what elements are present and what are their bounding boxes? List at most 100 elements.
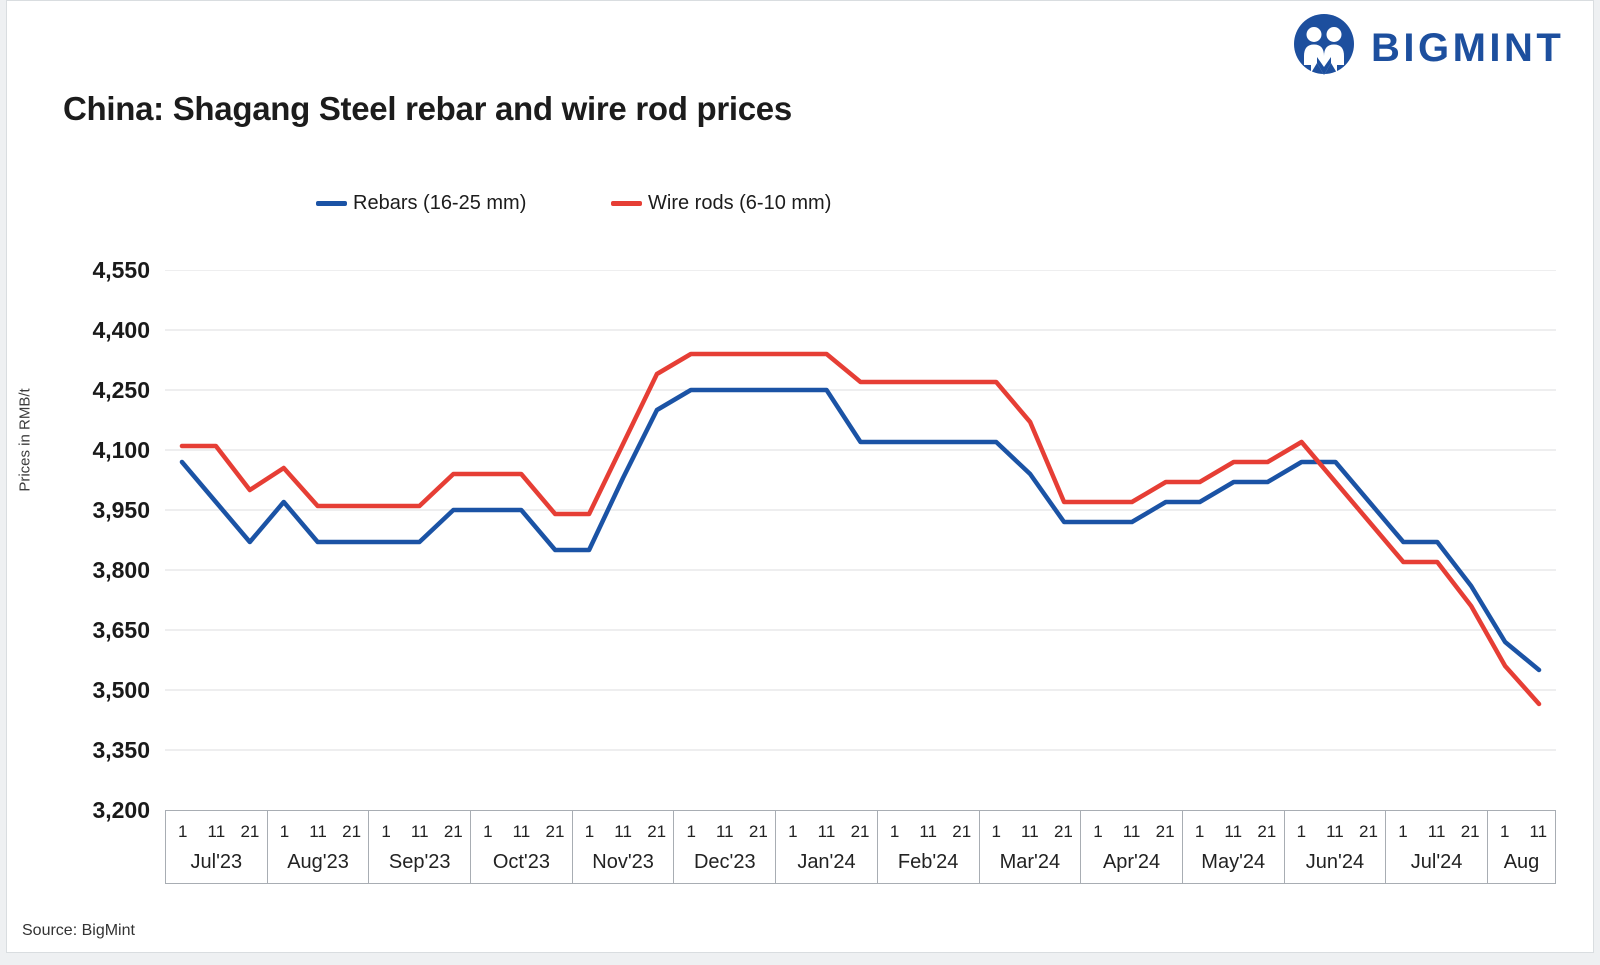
y-axis-label: 3,200	[92, 797, 150, 823]
y-axis-label: 4,100	[92, 437, 150, 463]
x-tick-label: 1	[381, 822, 391, 841]
x-tick-label: 1	[1499, 822, 1510, 841]
tick-row: 1 11 21	[1081, 811, 1182, 847]
month-label: Apr'24	[1102, 851, 1161, 873]
tick-row: 1 11 21	[471, 811, 572, 847]
tick-row: 1 11 21	[369, 811, 470, 847]
brand-logo: BIGMINT	[1293, 14, 1564, 80]
month-label: Oct'23	[492, 851, 550, 873]
x-tick-label: 11	[1427, 822, 1446, 841]
chart-title: China: Shagang Steel rebar and wire rod …	[63, 90, 792, 127]
month-label: Jul'24	[1410, 851, 1463, 873]
x-tick-label: 21	[1053, 822, 1073, 841]
y-axis-label: 3,650	[92, 617, 150, 643]
month-label: Sep'23	[388, 851, 451, 873]
x-tick-label: 11	[410, 822, 429, 841]
x-tick-label: 11	[1122, 822, 1141, 841]
tick-row: 1 11 21	[1386, 811, 1487, 847]
tick-row: 1 11 21	[980, 811, 1081, 847]
x-tick-label: 21	[1460, 822, 1480, 841]
tick-row: 1 11 21	[268, 811, 369, 847]
x-tick-label: 1	[584, 822, 595, 841]
month-cell: 1 11 21 Jul'23	[166, 811, 268, 883]
month-cell: 1 11 21 Aug'23	[268, 811, 370, 883]
x-tick-label: 21	[240, 822, 260, 841]
month-label: Aug	[1503, 851, 1540, 873]
x-tick-label: 21	[1359, 822, 1378, 841]
x-tick-label: 1	[1398, 822, 1408, 841]
rebars-line	[179, 387, 1542, 673]
y-axis-label: 4,550	[92, 257, 150, 283]
y-axis-label: 4,400	[92, 317, 150, 343]
x-tick-label: 11	[817, 822, 836, 841]
month-cell: 1 11 21 Dec'23	[674, 811, 777, 883]
wire-rods-legend-swatch	[611, 200, 642, 206]
month-label: Dec'23	[693, 851, 756, 873]
rebars-legend-label: Rebars (16-25 mm)	[353, 191, 527, 214]
y-axis-title: Prices in RMB/t	[16, 388, 34, 492]
x-tick-label: 11	[1529, 822, 1548, 841]
tick-row: 1 11 21	[776, 811, 877, 847]
y-axis-label: 3,500	[92, 677, 150, 703]
month-cell: 1 11 21 Jan'24	[776, 811, 878, 883]
x-tick-label: 11	[1021, 822, 1039, 841]
x-tick-label: 21	[443, 822, 463, 841]
x-axis-table: 1 11 21 Jul'23 1 11 21 Aug'23 1 11 21 Sep'23 1 11 21 Oc…	[165, 810, 1556, 884]
month-cell: 1 11 21 Apr'24	[1081, 811, 1183, 883]
wire-rods-legend-label: Wire rods (6-10 mm)	[648, 191, 832, 214]
legend-item-rebars: Rebars (16-25 mm)	[316, 191, 526, 215]
x-tick-label: 11	[512, 822, 531, 841]
month-cell: 1 11 21 Mar'24	[980, 811, 1082, 883]
x-tick-label: 21	[850, 822, 870, 841]
month-cell: 1 11 Aug	[1488, 811, 1555, 883]
y-axis-label: 3,800	[92, 557, 150, 583]
x-tick-label: 1	[178, 822, 188, 841]
y-axis-label: 3,950	[92, 497, 150, 523]
x-tick-label: 21	[748, 822, 768, 841]
x-tick-label: 1	[1194, 822, 1205, 841]
month-cell: 1 11 21 May'24	[1183, 811, 1285, 883]
month-label: Aug'23	[287, 851, 349, 873]
month-cell: 1 11 21 Jun'24	[1285, 811, 1387, 883]
tick-row: 1 11	[1488, 811, 1555, 847]
month-label: Jun'24	[1305, 851, 1365, 873]
tick-row: 1 11 21	[1285, 811, 1386, 847]
x-tick-label: 1	[483, 822, 493, 841]
month-label: Mar'24	[999, 851, 1061, 873]
x-tick-label: 21	[545, 822, 565, 841]
x-tick-label: 11	[207, 822, 226, 841]
y-axis-label: 4,250	[92, 377, 150, 403]
month-label: Nov'23	[592, 851, 654, 873]
x-tick-label: 1	[991, 822, 1002, 841]
month-label: Jan'24	[797, 851, 856, 873]
x-tick-label: 21	[342, 822, 362, 841]
bigmint-logo-icon	[1294, 14, 1354, 75]
month-cell: 1 11 21 Sep'23	[369, 811, 472, 883]
x-tick-label: 1	[889, 822, 900, 841]
x-tick-label: 21	[647, 822, 667, 841]
month-label: Jul'23	[190, 851, 243, 873]
y-axis-label: 3,350	[92, 737, 150, 763]
price-chart-plot	[165, 270, 1556, 751]
tick-row: 1 11 21	[166, 811, 267, 847]
x-tick-label: 21	[1155, 822, 1175, 841]
x-tick-label: 11	[309, 822, 327, 841]
tick-row: 1 11 21	[878, 811, 979, 847]
tick-row: 1 11 21	[573, 811, 674, 847]
source-note: Source: BigMint	[22, 922, 135, 939]
x-tick-label: 11	[919, 822, 937, 841]
rebars-legend-swatch	[316, 200, 347, 206]
month-cell: 1 11 21 Feb'24	[878, 811, 980, 883]
x-tick-label: 11	[1224, 822, 1243, 841]
x-tick-label: 21	[1257, 822, 1277, 841]
x-tick-label: 1	[686, 822, 696, 841]
x-tick-label: 1	[279, 822, 290, 841]
month-label: Feb'24	[897, 851, 959, 873]
month-cell: 1 11 21 Oct'23	[471, 811, 573, 883]
logo-text: BIGMINT	[1371, 25, 1565, 70]
wire-rods-line	[179, 351, 1542, 707]
month-label: May'24	[1201, 851, 1266, 873]
x-tick-label: 21	[952, 822, 972, 841]
x-tick-label: 11	[715, 822, 734, 841]
x-tick-label: 1	[1093, 822, 1103, 841]
